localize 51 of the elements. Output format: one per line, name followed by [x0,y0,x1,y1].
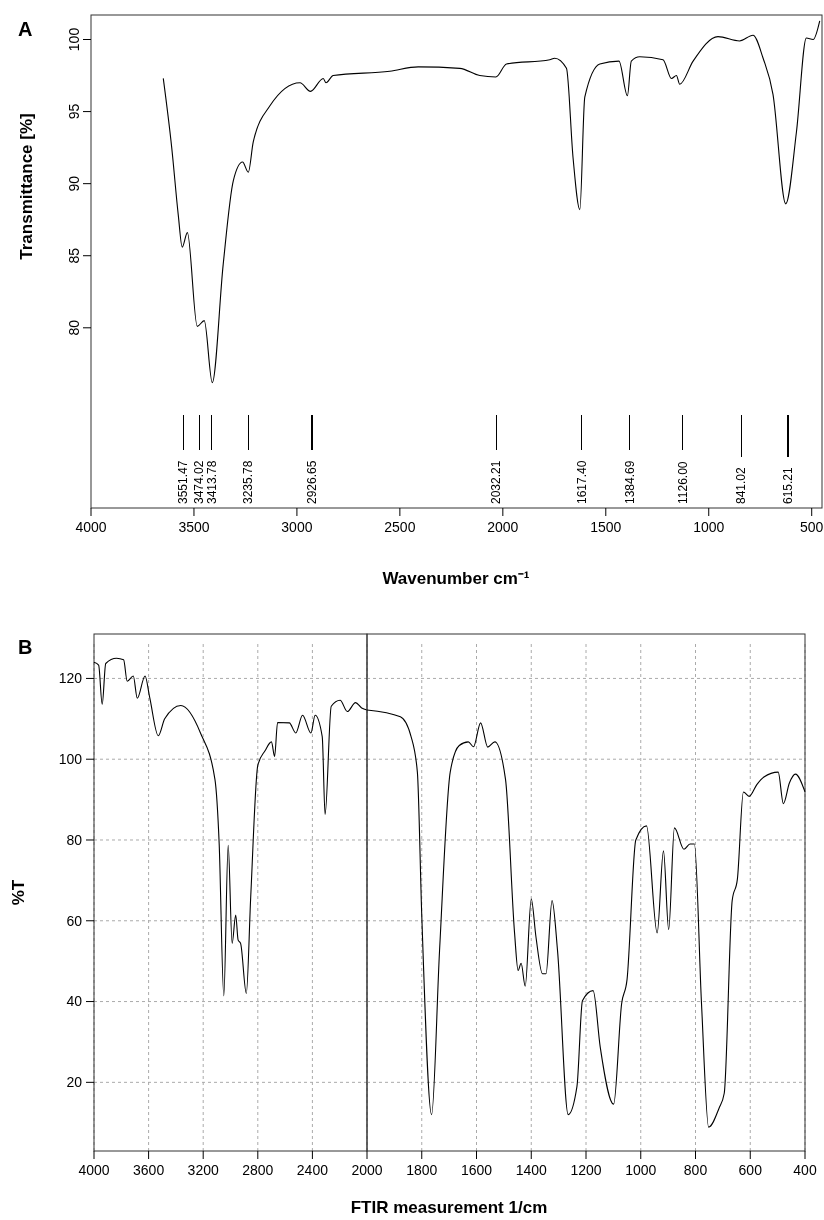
x-tick-label: 2400 [296,1162,329,1178]
x-tick-label: 3000 [281,519,313,535]
x-tick-label: 2800 [242,1162,274,1178]
x-tick-label: 2500 [384,519,416,535]
x-tick-label: 500 [800,519,824,535]
y-axis-title: Transmittance [%] [17,113,36,260]
ref-line-label: 1617.40 [574,460,589,504]
y-tick-label: 85 [66,247,82,264]
line-series [162,20,821,384]
y-tick-label: 20 [66,1074,83,1091]
x-tick-label: 800 [683,1162,708,1178]
ref-line-label: 3551.47 [176,460,191,504]
chart-title: A [18,18,33,40]
x-tick-label: 1200 [570,1162,602,1178]
x-tick-label: 4000 [75,519,107,535]
x-axis-title: Wavenumber cm⁻¹ [382,569,530,588]
ref-line-label: 2926.65 [305,460,320,504]
ref-line-label: 1126.00 [675,461,690,504]
y-tick-label: 100 [66,27,82,52]
y-tick-label: 80 [66,831,83,848]
x-tick-label: 3200 [187,1162,219,1178]
y-tick-label: 90 [66,175,82,192]
x-tick-label: 400 [793,1162,817,1178]
ref-line-label: 1384.69 [622,460,637,504]
x-tick-label: 2000 [351,1162,383,1178]
x-tick-label: 1000 [625,1162,657,1178]
ref-line-label: 3235.78 [241,460,256,504]
x-tick-label: 1800 [406,1162,438,1178]
ref-line-label: 841.02 [734,466,749,504]
y-axis-title: %T [9,879,28,906]
ref-line-label: 2032.21 [489,460,504,504]
x-tick-label: 600 [738,1162,763,1178]
y-tick-label: 80 [66,319,82,336]
chart-title: B [18,636,33,658]
x-tick-label: 2000 [487,519,519,535]
y-tick-label: 120 [58,670,83,687]
ref-line-label: 615.21 [780,466,795,504]
x-tick-label: 3600 [133,1162,165,1178]
y-tick-label: 60 [66,912,83,929]
y-tick-label: 95 [66,103,82,120]
x-axis-title: FTIR measurement 1/cm [350,1198,548,1217]
x-tick-label: 1000 [693,519,725,535]
x-tick-label: 1500 [590,519,622,535]
x-tick-label: 4000 [78,1162,110,1178]
x-tick-label: 3500 [178,519,210,535]
y-tick-label: 100 [58,751,83,768]
y-tick-label: 40 [66,993,83,1010]
x-tick-label: 1600 [460,1162,493,1178]
ref-line-label: 3413.78 [204,460,219,504]
ref-line-label: 3474.02 [192,460,207,504]
x-tick-label: 1400 [515,1162,548,1178]
